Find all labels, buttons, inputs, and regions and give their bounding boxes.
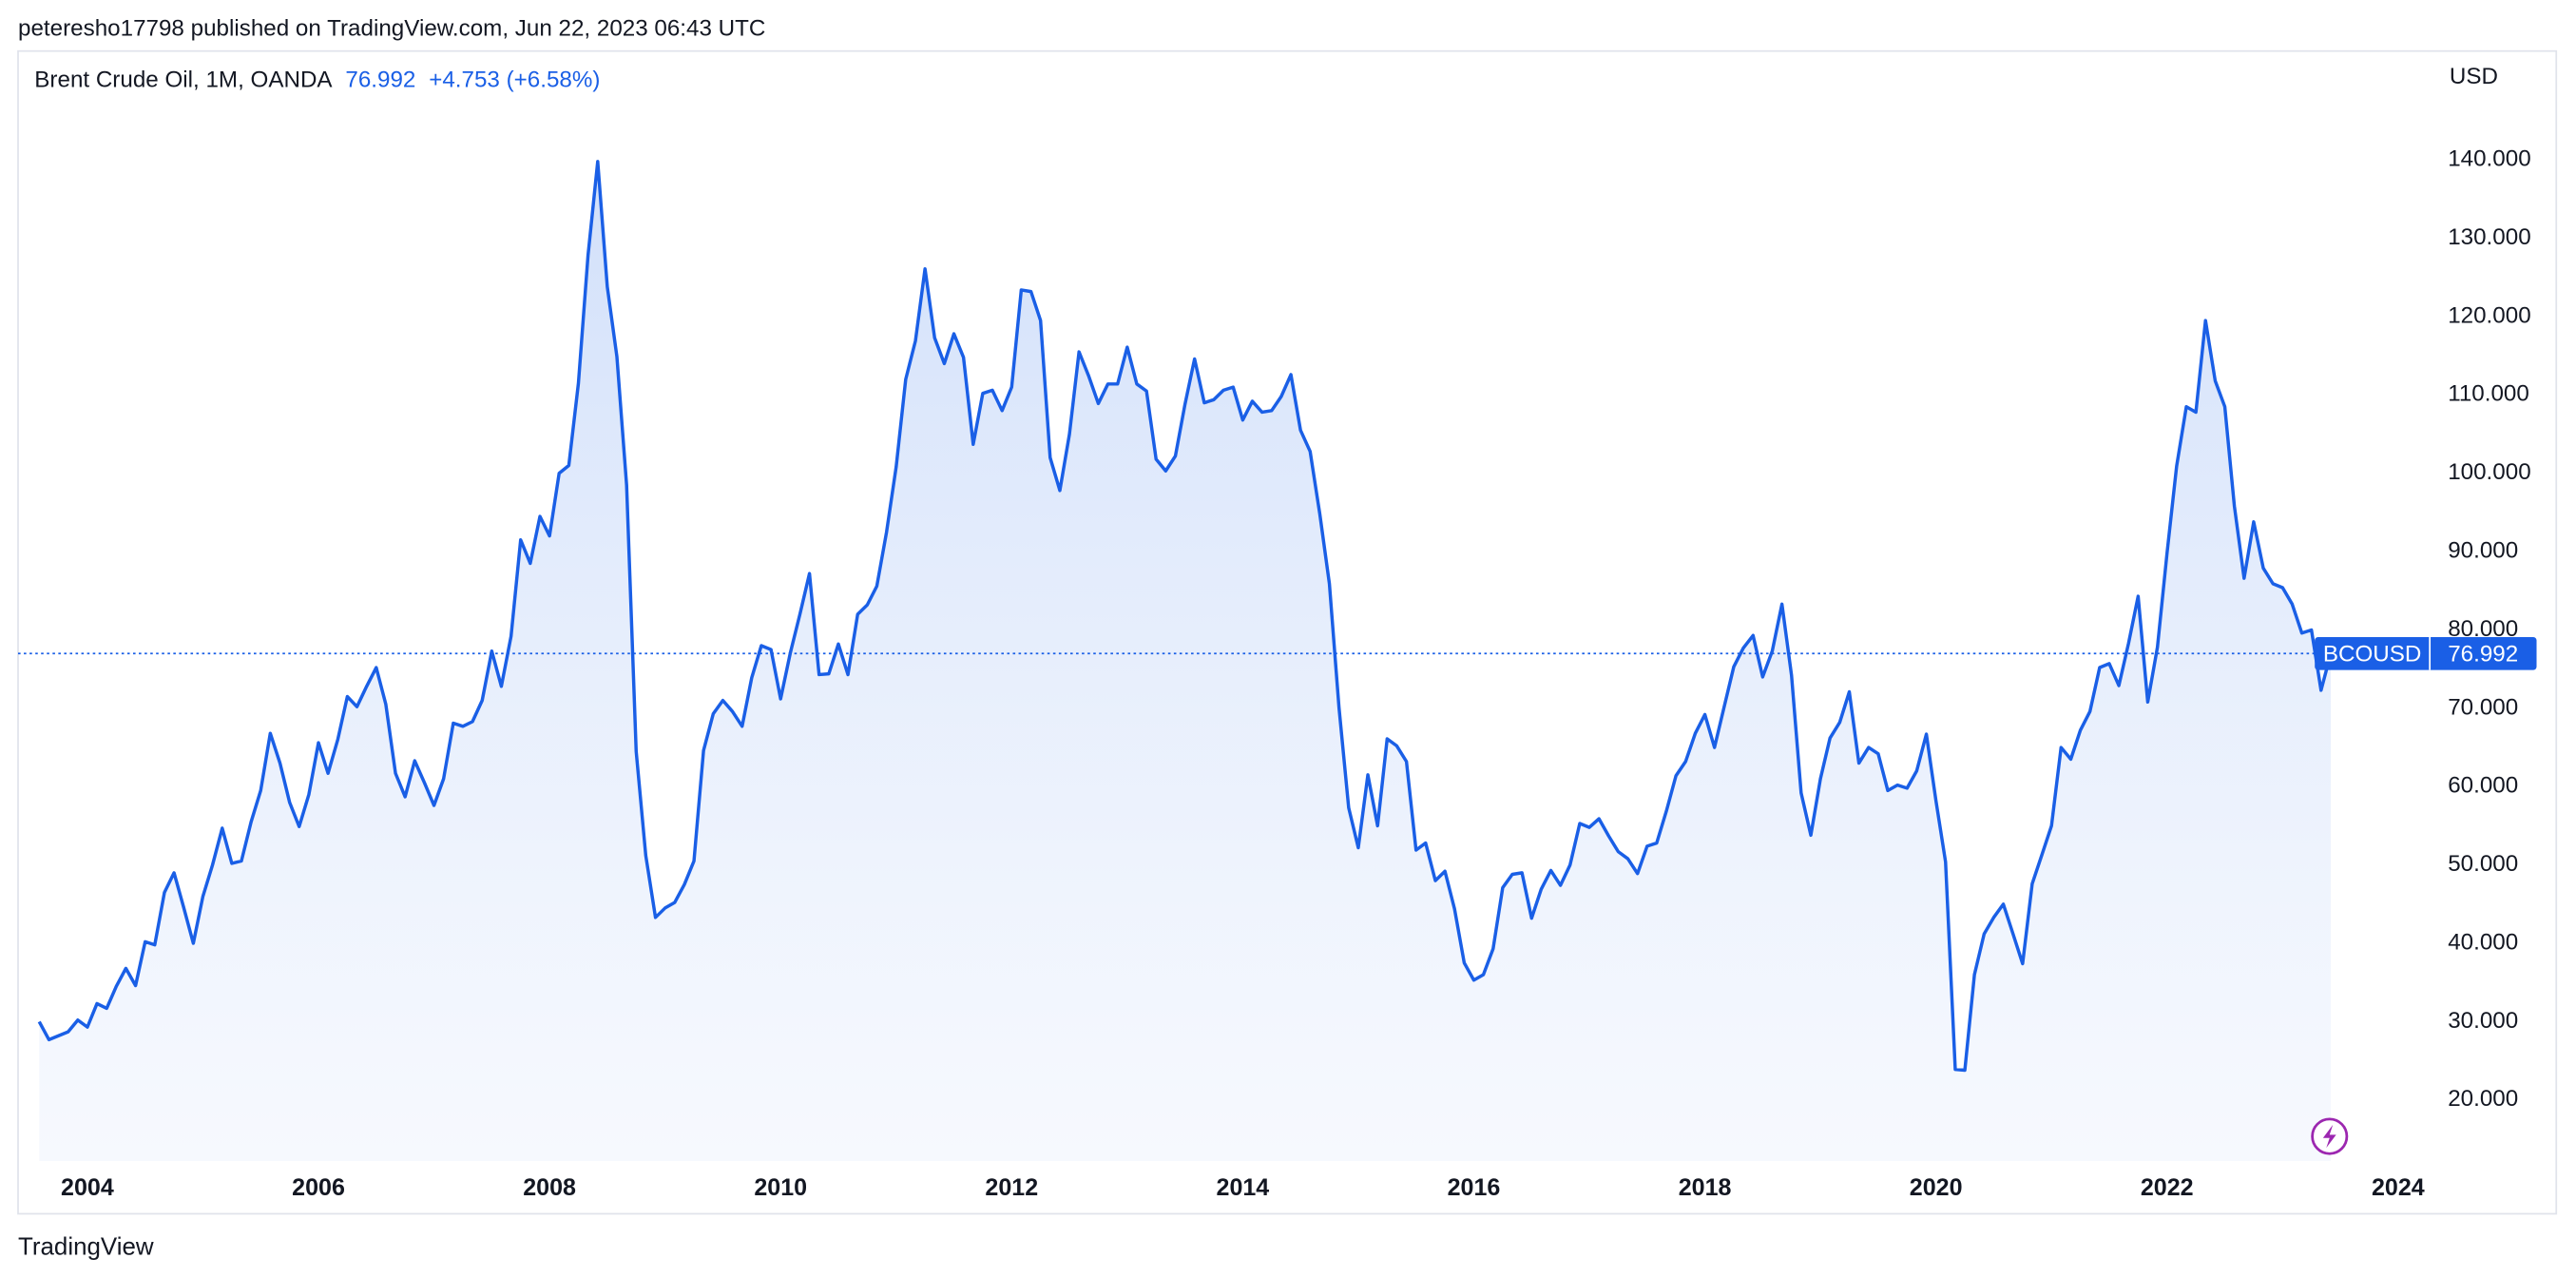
flash-icon [2311, 1117, 2349, 1155]
y-tick-label: 40.000 [2448, 929, 2518, 955]
y-tick-label: 110.000 [2448, 381, 2529, 407]
price-line [37, 160, 2333, 1073]
price-tag-value: 76.992 [2448, 641, 2518, 667]
y-tick-label: 20.000 [2448, 1086, 2518, 1112]
price-tag-symbol: BCOUSD [2323, 641, 2422, 667]
y-tick-label: 50.000 [2448, 851, 2518, 877]
y-tick-label: 90.000 [2448, 537, 2518, 563]
x-tick-label: 2014 [1217, 1174, 1270, 1201]
y-tick-label: 140.000 [2448, 146, 2530, 172]
price-tag [2315, 636, 2537, 670]
x-tick-label: 2008 [523, 1174, 576, 1201]
y-tick-label: 100.000 [2448, 459, 2530, 485]
x-tick-label: 2006 [292, 1174, 345, 1201]
y-tick-label: 30.000 [2448, 1008, 2518, 1034]
x-tick-label: 2020 [1910, 1174, 1963, 1201]
y-tick-label: 70.000 [2448, 694, 2518, 720]
chart-frame [17, 49, 2558, 1215]
last-price: 76.992 [345, 67, 415, 92]
area-fill [39, 161, 2331, 1162]
footer-brand: TradingView [18, 1234, 154, 1261]
chart-title: Brent Crude Oil, 1M, OANDA [34, 67, 333, 92]
currency: USD [2450, 64, 2498, 89]
x-tick-label: 2004 [61, 1174, 114, 1201]
y-tick-label: 60.000 [2448, 773, 2518, 799]
price-change: +4.753 (+6.58%) [429, 67, 600, 92]
x-tick-label: 2010 [754, 1174, 807, 1201]
publish-info: peteresho17798 published on TradingView.… [18, 16, 765, 42]
x-tick-label: 2012 [985, 1174, 1038, 1201]
x-tick-label: 2024 [2372, 1174, 2425, 1201]
y-tick-label: 120.000 [2448, 302, 2530, 328]
x-tick-label: 2018 [1679, 1174, 1732, 1201]
plot: 20.00030.00040.00050.00060.00070.00080.0… [18, 146, 2537, 1201]
x-tick-label: 2016 [1448, 1174, 1501, 1201]
x-tick-label: 2022 [2141, 1174, 2194, 1201]
y-tick-label: 130.000 [2448, 224, 2530, 250]
